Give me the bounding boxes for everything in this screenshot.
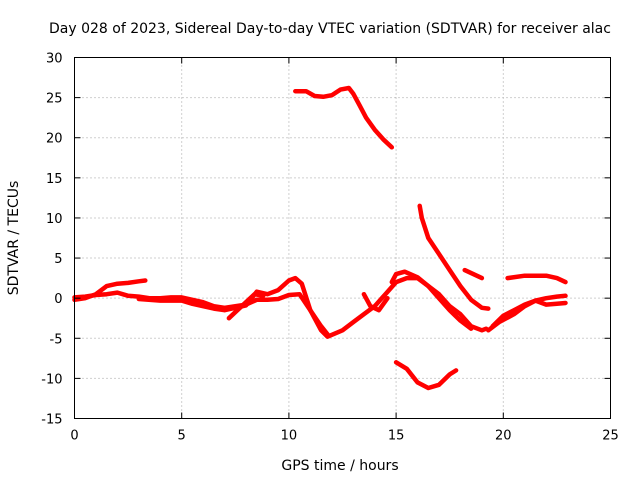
x-tick-label: 15 (388, 429, 405, 444)
y-tick-label: 15 (46, 172, 63, 187)
plot-frame (74, 57, 611, 419)
grid-layer (74, 57, 611, 419)
series-arc-4 (226, 291, 266, 321)
y-tick-label: -15 (41, 413, 62, 428)
y-tick-label: 20 (46, 132, 63, 147)
series-arc-8 (393, 360, 459, 391)
y-axis-label: SDTVAR / TECUs (6, 181, 22, 296)
series-arc-11 (486, 293, 568, 333)
x-axis-label: GPS time / hours (281, 458, 398, 474)
series-arc-3 (136, 275, 489, 339)
y-tick-label: 10 (46, 212, 63, 227)
tick-layer (74, 57, 611, 419)
series-layer (72, 85, 568, 391)
tick-label-layer: 0 5 10 15 20 25 -15 -10 -5 0 5 10 15 20 25 30 (41, 52, 619, 444)
series-arc-1 (72, 290, 330, 337)
series-arc-12 (490, 298, 568, 329)
y-tick-label: 30 (46, 52, 63, 67)
series-arc-2 (72, 278, 148, 303)
x-tick-label: 20 (495, 429, 512, 444)
series-arc-5 (293, 85, 395, 150)
y-tick-label: 25 (46, 92, 63, 107)
chart-title: Day 028 of 2023, Sidereal Day-to-day VTE… (49, 21, 611, 37)
series-arc-6 (361, 291, 390, 313)
x-tick-label: 5 (178, 429, 186, 444)
y-tick-label: -5 (50, 332, 63, 347)
series-arc-7 (389, 269, 474, 331)
y-tick-label: -10 (41, 372, 62, 387)
series-arc-13 (505, 273, 568, 285)
y-tick-label: 0 (54, 292, 62, 307)
x-tick-label: 10 (281, 429, 298, 444)
x-tick-label: 25 (602, 429, 619, 444)
y-tick-label: 5 (54, 252, 62, 267)
series-arc-10 (462, 267, 485, 281)
series-arc-9 (417, 203, 491, 311)
x-tick-label: 0 (70, 429, 78, 444)
